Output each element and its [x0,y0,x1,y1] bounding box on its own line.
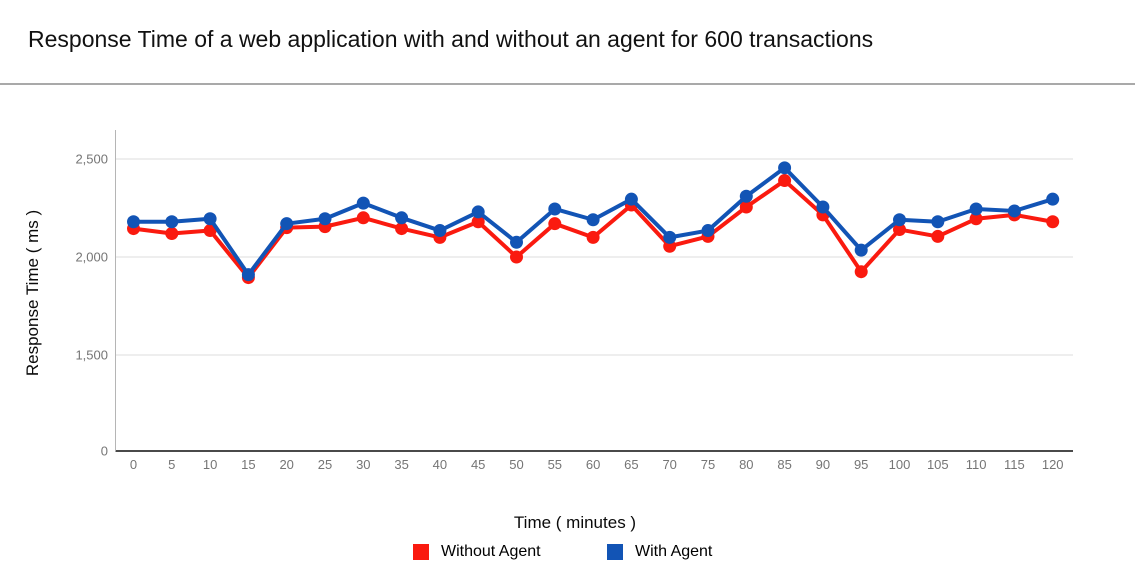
y-tick-label: 2,000 [75,250,108,265]
data-point-marker[interactable] [854,243,868,257]
x-tick-label: 45 [471,457,485,472]
data-point-marker[interactable] [356,196,370,210]
x-tick-label: 5 [168,457,175,472]
data-point-marker[interactable] [663,230,677,244]
data-point-marker[interactable] [510,250,523,264]
x-tick-label: 50 [509,457,523,472]
x-tick-label: 90 [816,457,830,472]
data-point-marker[interactable] [356,211,370,225]
data-point-marker[interactable] [510,235,523,249]
legend-swatch-with-agent [607,544,623,560]
data-point-marker[interactable] [165,226,179,240]
x-tick-label: 60 [586,457,600,472]
data-point-marker[interactable] [471,205,485,219]
data-point-marker[interactable] [931,229,945,243]
y-tick-label: 1,500 [75,348,108,363]
data-point-marker[interactable] [548,217,562,231]
x-tick-label: 95 [854,457,868,472]
data-point-marker[interactable] [433,224,447,238]
x-tick-label: 25 [318,457,332,472]
x-tick-label: 10 [203,457,217,472]
chart-title: Response Time of a web application with … [28,26,874,52]
legend-item-with-agent[interactable]: With Agent [607,543,712,561]
data-point-marker[interactable] [739,200,753,214]
data-point-marker[interactable] [548,202,562,216]
x-tick-label: 0 [130,457,137,472]
data-point-marker[interactable] [931,215,945,229]
x-tick-label: 20 [279,457,293,472]
legend-label-with-agent: With Agent [635,543,713,560]
data-point-marker[interactable] [739,189,753,203]
x-tick-label: 15 [241,457,255,472]
legend-item-without-agent[interactable]: Without Agent [413,543,541,561]
data-point-marker[interactable] [701,224,715,238]
y-axis-title: Response Time ( ms ) [23,209,42,377]
data-point-marker[interactable] [1007,204,1021,218]
x-tick-label: 85 [777,457,791,472]
x-tick-label: 35 [394,457,408,472]
data-point-marker[interactable] [203,224,217,238]
x-tick-label: 120 [1042,457,1064,472]
data-point-marker[interactable] [1046,192,1060,206]
data-point-marker[interactable] [893,213,906,227]
data-point-marker[interactable] [816,200,830,214]
data-point-marker[interactable] [471,215,485,229]
data-point-marker[interactable] [586,230,600,244]
data-point-marker[interactable] [203,212,217,226]
data-point-marker[interactable] [778,161,792,175]
data-point-marker[interactable] [969,212,983,226]
x-axis-title: Time ( minutes ) [513,513,637,532]
data-point-marker[interactable] [969,202,983,216]
data-point-marker[interactable] [395,211,409,225]
x-tick-label: 115 [1004,457,1025,472]
data-point-marker[interactable] [586,213,600,227]
data-point-marker[interactable] [1046,215,1060,229]
data-point-marker[interactable] [280,217,294,231]
x-tick-label: 70 [662,457,676,472]
legend-swatch-without-agent [413,544,429,560]
data-point-marker[interactable] [893,223,906,237]
series-line-0 [133,178,1054,280]
legend: Without Agent With Agent [0,543,1135,565]
x-tick-label: 65 [624,457,638,472]
y-tick-label: 2,500 [75,152,108,167]
header-divider [0,83,1135,85]
data-point-marker[interactable] [624,192,638,206]
x-tick-label: 75 [701,457,715,472]
data-point-marker[interactable] [395,222,409,236]
data-point-marker[interactable] [318,212,332,226]
x-tick-label: 100 [889,457,911,472]
x-tick-label: 30 [356,457,370,472]
x-tick-label: 105 [927,457,949,472]
data-point-marker[interactable] [778,174,792,188]
data-point-marker[interactable] [127,215,140,229]
legend-label-without-agent: Without Agent [441,543,541,560]
data-point-marker[interactable] [241,268,255,282]
data-point-marker[interactable] [165,215,179,229]
y-tick-label: 0 [101,444,108,459]
x-tick-label: 40 [433,457,447,472]
x-tick-label: 110 [966,457,987,472]
data-point-marker[interactable] [854,265,868,279]
x-tick-label: 55 [548,457,562,472]
x-tick-label: 80 [739,457,753,472]
